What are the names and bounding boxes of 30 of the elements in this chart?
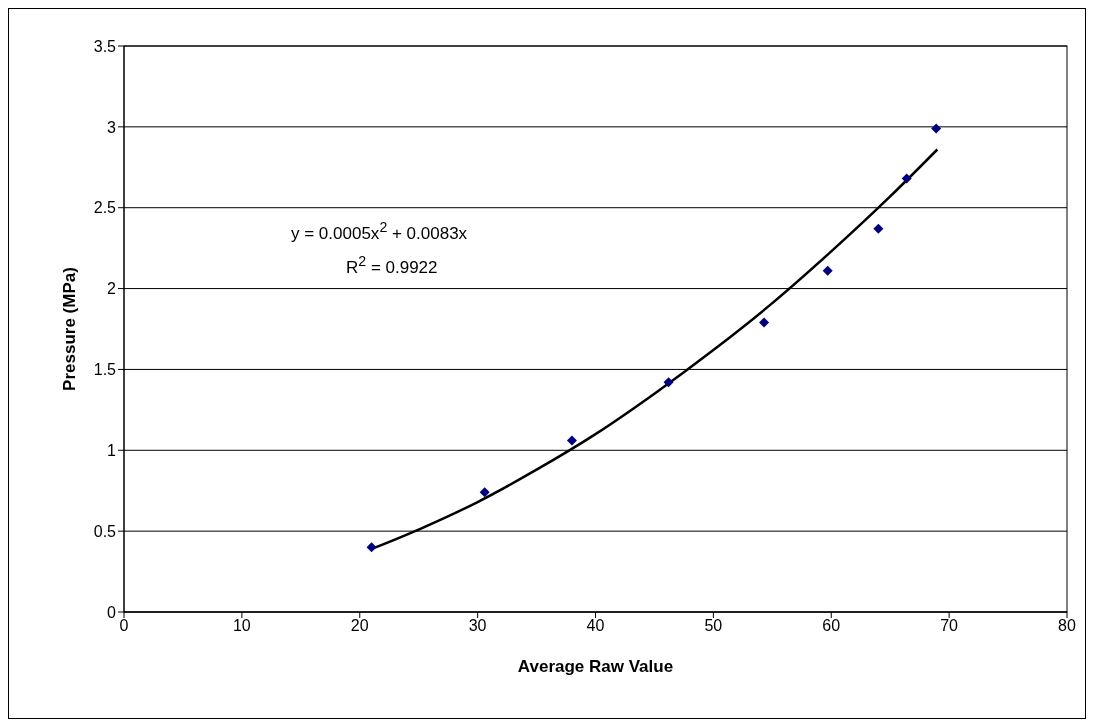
annotation: R$^{2}$ = 0.9922 — [346, 253, 438, 278]
point — [366, 542, 377, 553]
point — [479, 487, 490, 498]
point — [873, 223, 884, 234]
point — [931, 123, 942, 134]
y-tick-label: 0 — [107, 603, 117, 621]
point — [901, 173, 912, 184]
x-tick-label: 50 — [704, 617, 723, 635]
x-tick-label: 80 — [1058, 617, 1076, 635]
point — [759, 317, 770, 328]
y-tick-label: 2 — [107, 280, 117, 298]
annotation: y = 0.0005x$^{2}$ + 0.0083x — [291, 219, 468, 244]
y-tick-label: 3.5 — [93, 37, 117, 55]
y-tick-label: 1.5 — [93, 361, 117, 379]
point — [566, 435, 577, 446]
y-tick-label: 3 — [107, 118, 117, 136]
y-tick-label: 1 — [107, 441, 117, 459]
y-axis-title: Pressure (MPa) — [60, 267, 80, 391]
x-tick-label: 0 — [119, 617, 129, 635]
x-tick-label: 20 — [350, 617, 369, 635]
x-axis-title: Average Raw Value — [517, 657, 674, 676]
x-tick-label: 70 — [940, 617, 959, 635]
y-tick-label: 2.5 — [93, 199, 117, 217]
point — [663, 377, 674, 388]
x-tick-label: 30 — [468, 617, 487, 635]
y-tick-label: 0.5 — [93, 522, 117, 540]
x-tick-label: 10 — [232, 617, 251, 635]
x-tick-label: 40 — [586, 617, 605, 635]
point — [822, 265, 833, 276]
x-tick-label: 60 — [822, 617, 841, 635]
